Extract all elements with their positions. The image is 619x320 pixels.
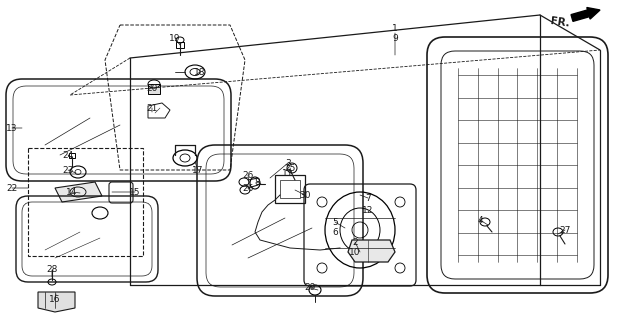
Text: 27: 27 — [560, 226, 571, 235]
Polygon shape — [38, 292, 75, 312]
Polygon shape — [55, 182, 102, 202]
Bar — [28, 148, 143, 256]
Text: 23: 23 — [63, 165, 74, 174]
Text: 25: 25 — [284, 164, 296, 172]
Text: 17: 17 — [193, 165, 204, 174]
Text: 9: 9 — [392, 34, 398, 43]
Text: 21: 21 — [146, 103, 158, 113]
Text: 28: 28 — [46, 266, 58, 275]
Text: 10: 10 — [349, 247, 361, 257]
Text: 16: 16 — [50, 295, 61, 305]
Text: 8: 8 — [254, 178, 260, 187]
Text: 3: 3 — [285, 158, 291, 167]
Text: 7: 7 — [365, 194, 371, 203]
Text: 5: 5 — [332, 218, 338, 227]
Text: 26: 26 — [242, 171, 254, 180]
Polygon shape — [348, 240, 395, 262]
Text: 18: 18 — [194, 68, 206, 76]
Text: 2: 2 — [352, 237, 358, 246]
Text: 19: 19 — [169, 34, 181, 43]
FancyArrow shape — [571, 8, 600, 21]
Text: 13: 13 — [6, 124, 18, 132]
Text: 4: 4 — [477, 215, 483, 225]
Text: 30: 30 — [299, 190, 311, 199]
Text: 26: 26 — [242, 183, 254, 193]
Bar — [275, 175, 305, 203]
Text: 22: 22 — [6, 183, 17, 193]
Text: 20: 20 — [146, 84, 158, 92]
Text: 15: 15 — [129, 188, 141, 196]
Text: 29: 29 — [305, 284, 316, 292]
Bar — [69, 153, 75, 158]
Text: 6: 6 — [332, 228, 338, 236]
Bar — [176, 42, 184, 48]
Text: 14: 14 — [66, 188, 78, 196]
Text: FR.: FR. — [550, 16, 570, 28]
Text: 24: 24 — [63, 150, 74, 159]
Text: 1: 1 — [392, 23, 398, 33]
Text: 12: 12 — [362, 205, 374, 214]
Text: 11: 11 — [282, 169, 294, 178]
Bar — [148, 84, 160, 94]
Bar — [280, 180, 300, 198]
